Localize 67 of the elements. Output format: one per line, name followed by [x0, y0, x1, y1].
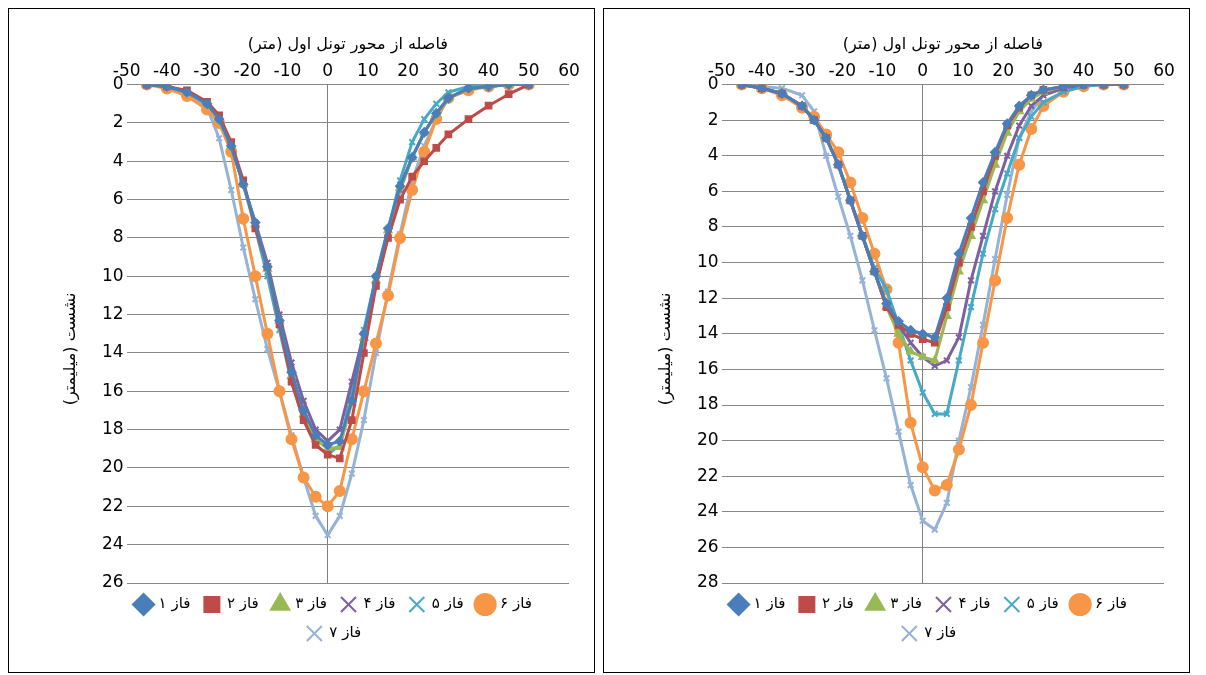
y-tick-label: 2 — [112, 111, 124, 132]
y-tick-label: 6 — [112, 188, 124, 209]
x-tick-label: 40 — [477, 59, 500, 80]
y-tick-label: 24 — [696, 500, 719, 521]
x-tick-label: -30 — [193, 59, 221, 80]
x-tick-label: 40 — [1072, 59, 1095, 80]
x-tick-label: 50 — [1112, 59, 1135, 80]
legend-label: فاز ۷ — [329, 623, 362, 642]
y-axis-title: نشست (میلیمتر) — [654, 292, 674, 406]
y-tick-label: 16 — [696, 357, 719, 378]
y-tick-label: 14 — [101, 341, 124, 362]
x-tick-label: 20 — [397, 59, 419, 80]
y-tick-label: 26 — [101, 571, 124, 592]
x-tick-label: 60 — [1153, 59, 1175, 80]
x-tick-label: 10 — [357, 59, 379, 80]
legend-label: فاز ۱ — [753, 594, 786, 613]
y-tick-label: 6 — [707, 179, 719, 200]
y-tick-label: 26 — [696, 535, 719, 556]
legend-label: فاز ۵ — [1026, 594, 1059, 613]
y-tick-label: 8 — [112, 226, 124, 247]
x-tick-label: -20 — [233, 59, 262, 80]
x-tick-label: 30 — [1032, 59, 1055, 80]
y-tick-label: 4 — [112, 149, 124, 170]
y-tick-label: 22 — [696, 464, 719, 485]
x-tick-label: 30 — [437, 59, 460, 80]
x-tick-label: 0 — [917, 59, 929, 80]
x-axis-title: فاصله از محور تونل اول (متر) — [842, 33, 1043, 54]
x-tick-label: -10 — [868, 59, 897, 80]
y-tick-label: 22 — [101, 494, 124, 515]
legend-label: فاز ۱ — [158, 594, 191, 613]
legend-label: فاز ۶ — [1095, 594, 1127, 613]
y-tick-label: 28 — [696, 571, 719, 592]
y-tick-label: 18 — [101, 418, 124, 439]
legend-label: فاز ۵ — [431, 594, 464, 613]
x-tick-label: 50 — [517, 59, 540, 80]
y-tick-label: 24 — [101, 533, 124, 554]
x-tick-label: 10 — [952, 59, 974, 80]
y-tick-label: 14 — [696, 322, 719, 343]
y-tick-label: 4 — [707, 144, 719, 165]
y-tick-label: 12 — [696, 286, 719, 307]
x-tick-label: 0 — [322, 59, 334, 80]
y-tick-label: 8 — [707, 215, 719, 236]
x-tick-label: -40 — [747, 59, 776, 80]
legend-label: فاز ۶ — [500, 594, 532, 613]
legend-label: فاز ۴ — [363, 594, 396, 613]
legend-label: فاز ۷ — [924, 623, 957, 642]
y-tick-label: 12 — [101, 303, 124, 324]
x-tick-label: 60 — [558, 59, 580, 80]
x-tick-label: -10 — [273, 59, 302, 80]
x-tick-label: 20 — [992, 59, 1014, 80]
legend-label: فاز ۳ — [295, 594, 328, 613]
x-tick-label: -40 — [152, 59, 181, 80]
y-tick-label: 16 — [101, 379, 124, 400]
x-tick-label: -20 — [828, 59, 857, 80]
y-tick-label: 20 — [696, 429, 719, 450]
y-tick-label: 2 — [707, 108, 719, 129]
legend-label: فاز ۴ — [958, 594, 991, 613]
y-tick-label: 20 — [101, 456, 124, 477]
x-axis-title: فاصله از محور تونل اول (متر) — [247, 33, 448, 54]
y-axis-title: نشست (میلیمتر) — [59, 292, 79, 406]
y-tick-label: 18 — [696, 393, 719, 414]
x-tick-label: -30 — [788, 59, 816, 80]
y-tick-label: 10 — [101, 264, 124, 285]
legend-label: فاز ۳ — [890, 594, 923, 613]
legend-label: فاز ۲ — [226, 594, 259, 613]
legend-label: فاز ۲ — [821, 594, 854, 613]
y-tick-label: 10 — [696, 251, 719, 272]
